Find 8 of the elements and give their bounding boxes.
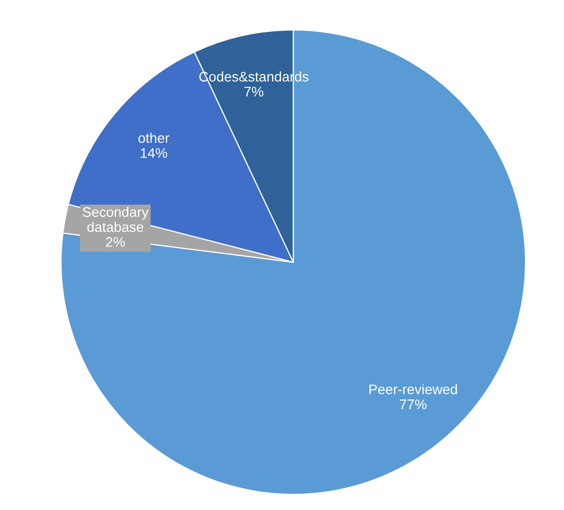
data-label: 14% (140, 148, 168, 158)
slice-label: Secondary database (82, 206, 149, 232)
slice-label: other (138, 132, 170, 143)
pie-slice (60, 29, 526, 495)
slice-label: Peer-reviewed (369, 384, 457, 394)
data-label: 2% (106, 237, 125, 247)
data-label: 77% (400, 399, 426, 410)
data-label: 7% (244, 86, 264, 97)
